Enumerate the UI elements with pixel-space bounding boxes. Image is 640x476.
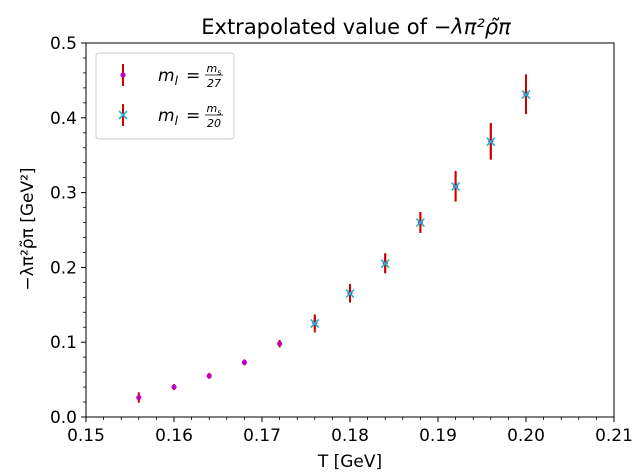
- data-point-series-2: [310, 318, 320, 329]
- legend-fraction-numerator: ms: [207, 102, 222, 117]
- x-axis-label: T [GeV]: [317, 452, 382, 472]
- x-marker-stroke: [451, 182, 461, 192]
- y-axis-label: −λπ²ρ̃π [GeV²]: [18, 167, 38, 290]
- data-point-series-2: [521, 90, 531, 100]
- data-point-series-1: [136, 394, 142, 401]
- x-marker-stroke: [415, 217, 425, 228]
- legend-lhs-symbol: m: [158, 66, 175, 86]
- chart-title: Extrapolated value of −λπ²ρ̃π: [201, 15, 511, 39]
- chart-title-prefix: Extrapolated value of: [201, 15, 433, 39]
- x-marker-stroke: [486, 137, 496, 147]
- legend-num-symbol: m: [207, 62, 218, 75]
- legend-num-subscript: s: [217, 68, 221, 77]
- legend-marker-x: [118, 110, 128, 120]
- x-tick-label: 0.16: [155, 426, 193, 446]
- legend-equals: =: [186, 106, 200, 126]
- data-point-series-2: [345, 289, 355, 299]
- legend-box: [95, 52, 235, 140]
- x-marker-stroke: [310, 318, 320, 329]
- x-axis-ticks: 0.15 0.16 0.17 0.18 0.19 0.20 0.21: [67, 417, 633, 446]
- data-point-series-1: [277, 341, 283, 347]
- x-marker-stroke: [521, 90, 531, 100]
- x-tick-label: 0.15: [67, 426, 105, 446]
- legend-lhs-subscript: l: [175, 74, 179, 88]
- data-point-series-1: [171, 384, 177, 390]
- x-tick-label: 0.20: [507, 426, 545, 446]
- plot-frame: [85, 42, 615, 418]
- legend-fraction-denominator: 20: [207, 117, 221, 130]
- y-tick-label: 0.4: [50, 109, 77, 129]
- x-marker-stroke: [345, 289, 355, 299]
- data-point-series-1: [241, 359, 247, 365]
- data-point-series-2: [380, 259, 390, 269]
- chart-title-symbol: −λπ²ρ̃π: [434, 15, 511, 39]
- x-tick-label: 0.21: [595, 426, 633, 446]
- data-point-series-2: [451, 182, 461, 192]
- legend-num-symbol: m: [207, 102, 218, 115]
- y-tick-label: 0.1: [50, 333, 77, 353]
- legend-equals: =: [186, 66, 200, 86]
- data-point-series-2: [415, 217, 425, 228]
- y-tick-label: 0.5: [50, 34, 77, 54]
- legend-fraction-denominator: 27: [207, 77, 221, 90]
- legend-lhs-subscript: l: [175, 114, 179, 128]
- x-marker-stroke: [380, 259, 390, 269]
- y-axis-ticks: 0.0 0.1 0.2 0.3 0.4 0.5: [50, 34, 86, 428]
- legend-num-subscript: s: [217, 108, 221, 117]
- y-tick-label: 0.0: [50, 408, 77, 428]
- legend-label-lhs: ml: [158, 106, 179, 128]
- legend-fraction-numerator: ms: [207, 62, 222, 77]
- x-tick-label: 0.17: [243, 426, 281, 446]
- y-tick-label: 0.3: [50, 184, 77, 204]
- plot-marks: [136, 74, 531, 403]
- x-tick-label: 0.19: [419, 426, 457, 446]
- x-tick-label: 0.18: [331, 426, 369, 446]
- y-tick-label: 0.2: [50, 258, 77, 278]
- legend-marker-dot: [120, 72, 126, 78]
- legend-lhs-symbol: m: [158, 106, 175, 126]
- data-point-series-1: [206, 373, 212, 379]
- data-point-series-2: [486, 137, 496, 147]
- legend-label-lhs: ml: [158, 66, 179, 88]
